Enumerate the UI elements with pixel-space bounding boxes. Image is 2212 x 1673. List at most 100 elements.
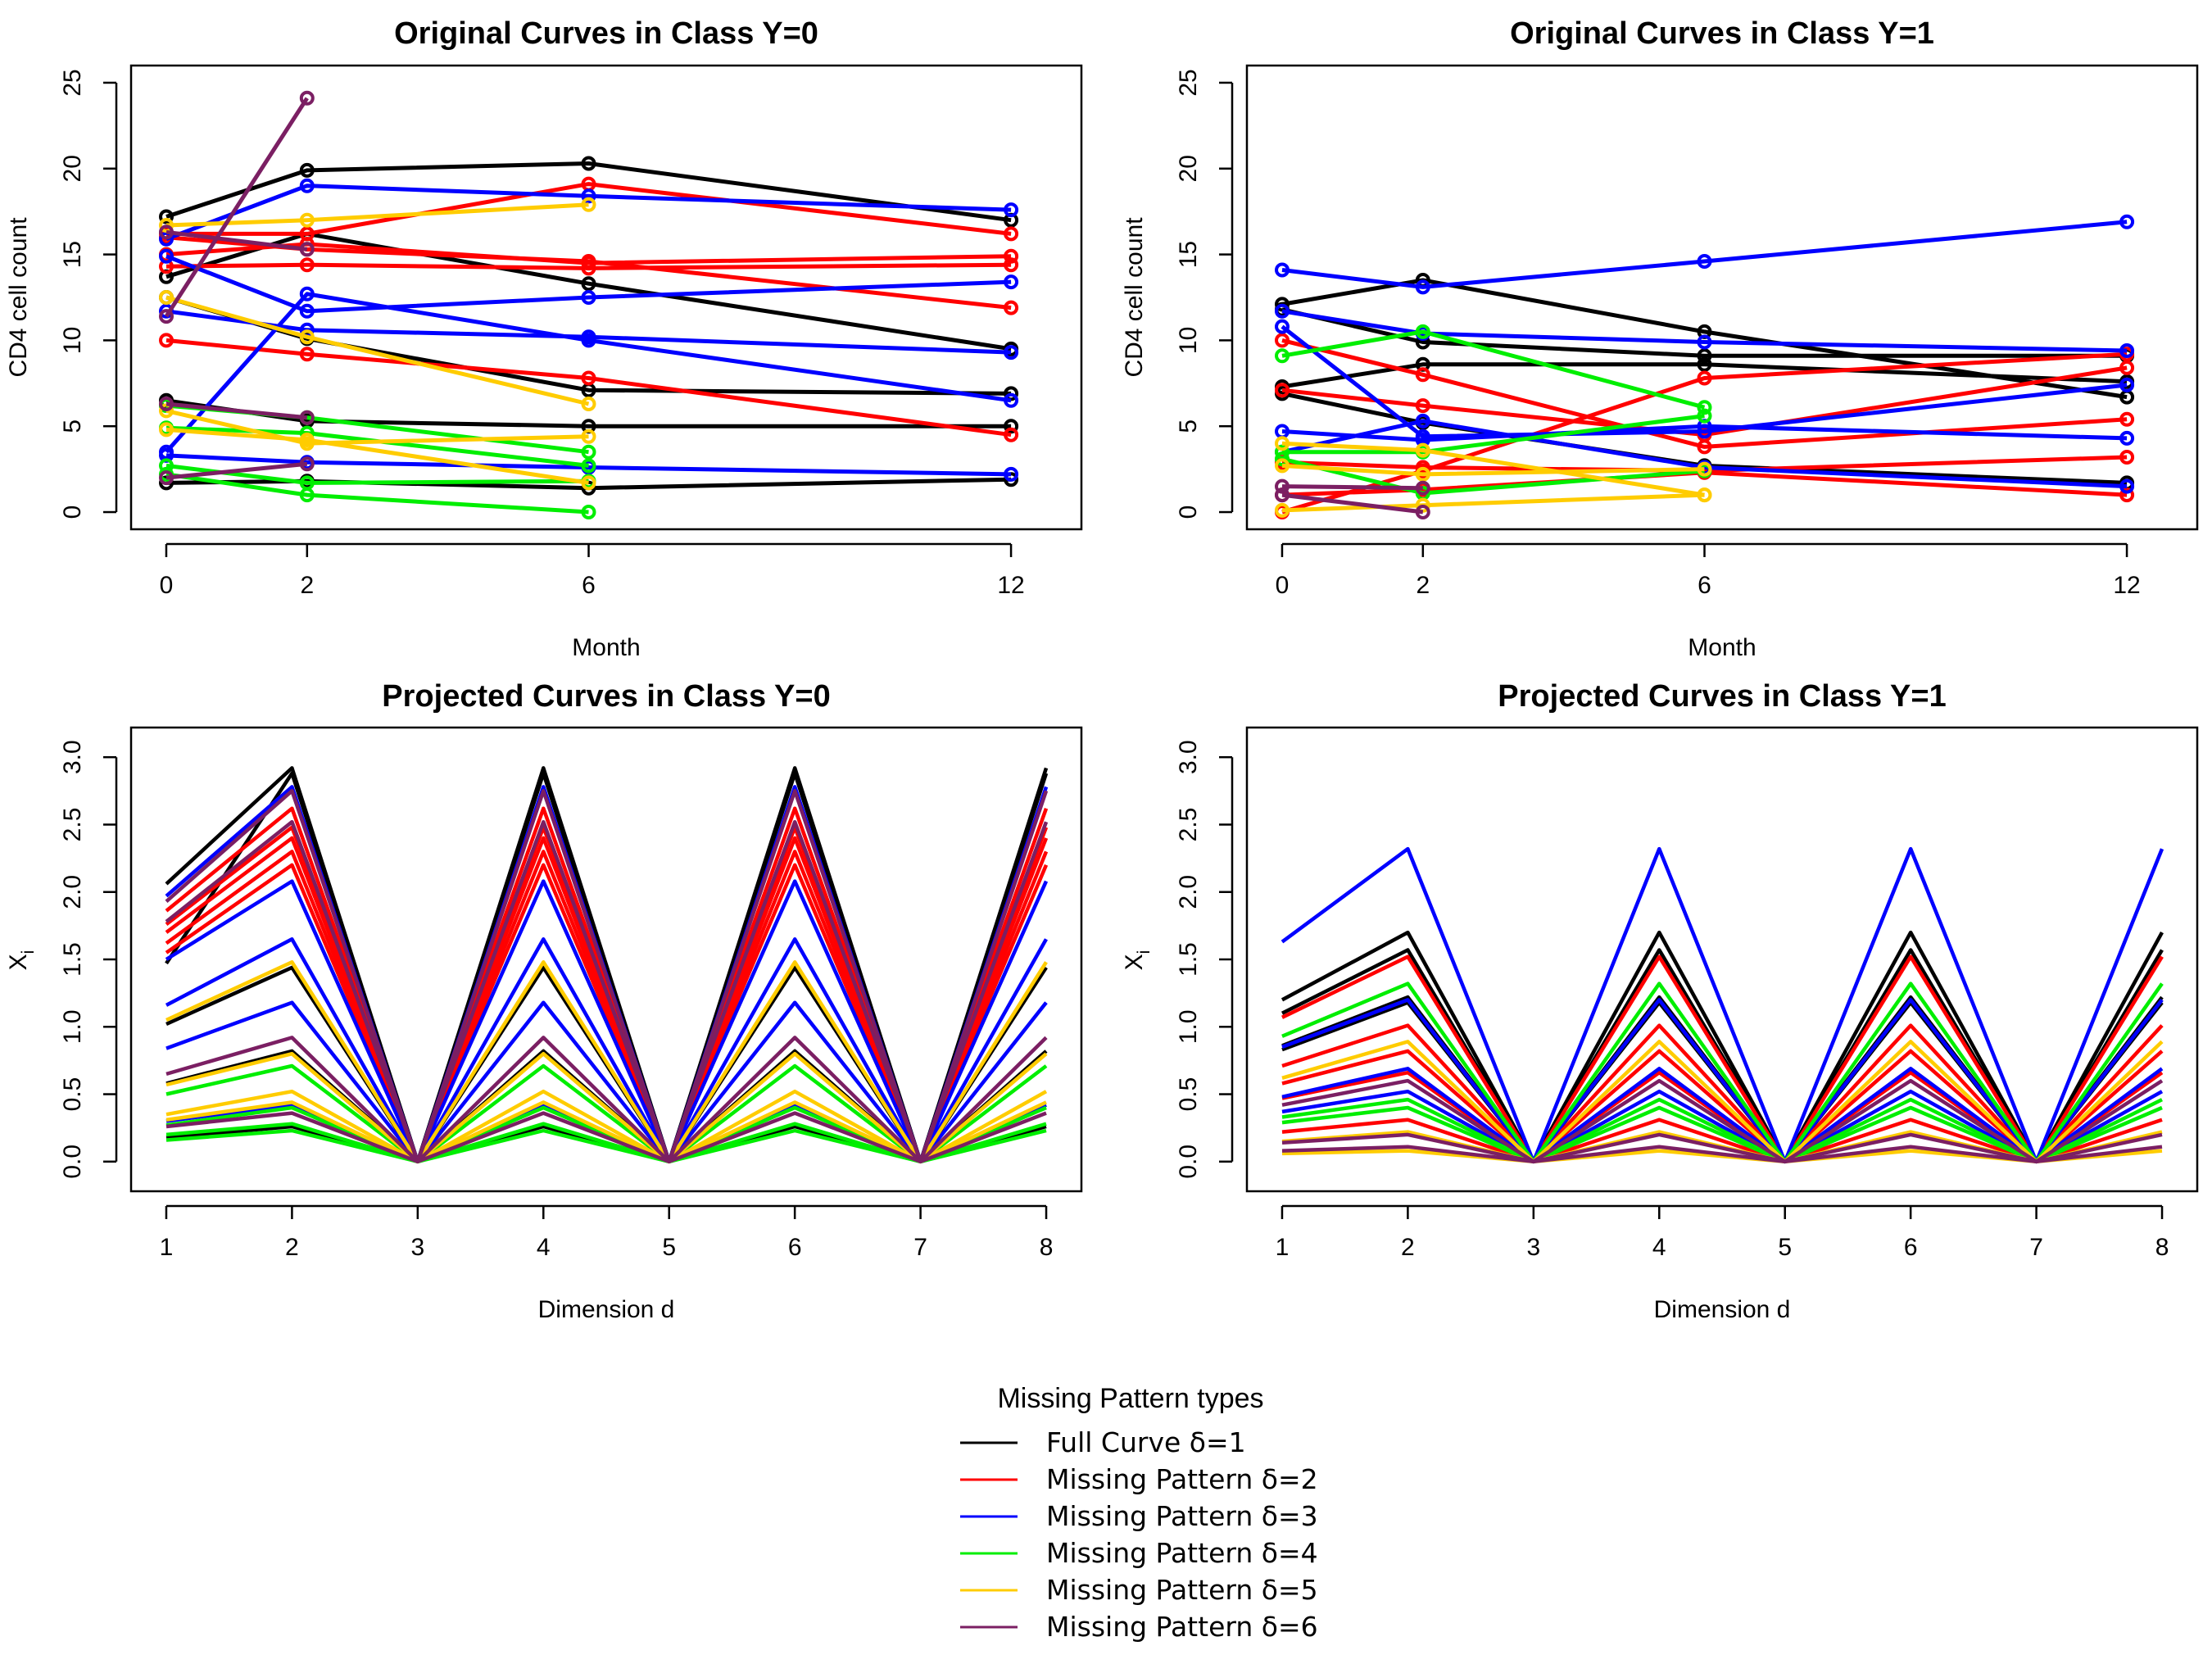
- x-tick-label: 7: [2029, 1234, 2043, 1261]
- x-tick-label: 0: [1276, 572, 1290, 599]
- y-tick-label: 10: [59, 327, 86, 354]
- series-line-pattern-1: [165, 161, 1012, 223]
- series-line-pattern-5: [165, 295, 590, 406]
- data-point: [1697, 461, 1712, 477]
- series-line-pattern-6: [164, 97, 309, 318]
- data-point: [581, 370, 596, 386]
- panel-projected-class-1: Projected Curves in Class Y=1 1 2 3 4 5 6 7 8 0.…: [1121, 679, 2199, 1323]
- y-tick-label: 2.5: [59, 808, 86, 842]
- series-line-pattern-3: [165, 1000, 1048, 1164]
- x-tick-label: 3: [410, 1234, 424, 1261]
- y-tick-label: 0: [59, 506, 86, 519]
- data-point: [581, 333, 596, 348]
- data-point: [299, 433, 315, 447]
- data-point: [2119, 411, 2135, 427]
- legend: Missing Pattern types Full Curve δ=1 Miss…: [960, 1383, 1318, 1643]
- y-tick-label: 0.0: [1175, 1145, 1202, 1179]
- panel-original-class-0: Original Curves in Class Y=0 0 2 6 12 0 5 10 15…: [5, 16, 1083, 661]
- y-tick-label: 0: [1175, 506, 1202, 519]
- data-point: [1275, 458, 1290, 474]
- data-point: [1004, 274, 1019, 290]
- data-point: [1275, 502, 1290, 518]
- y-tick-label: 1.0: [1175, 1009, 1202, 1044]
- data-point: [1275, 262, 1290, 278]
- series-line-pattern-2: [1281, 1023, 2164, 1164]
- series-line-pattern-3: [165, 184, 1012, 242]
- y-tick-label: 2.0: [1175, 875, 1202, 909]
- x-tick-label: 4: [537, 1234, 551, 1261]
- x-tick-label: 2: [1416, 572, 1430, 599]
- y-tick-label: 10: [1175, 327, 1202, 354]
- data-point: [2119, 478, 2135, 494]
- data-point: [299, 162, 315, 178]
- data-point: [299, 456, 315, 472]
- y-tick-label: 25: [59, 69, 86, 96]
- panel-projected-class-0: Projected Curves in Class Y=0 1 2 3 4 5 6 7 8 0.…: [5, 679, 1083, 1323]
- series-line-pattern-4: [165, 1128, 1047, 1164]
- data-point: [299, 90, 315, 106]
- y-tick-label: 3.0: [1175, 740, 1202, 774]
- data-point: [299, 242, 315, 257]
- x-tick-label: 2: [285, 1234, 299, 1261]
- x-tick-label: 3: [1526, 1234, 1540, 1261]
- series-line-pattern-2: [1281, 365, 2128, 438]
- data-point: [159, 470, 174, 486]
- y-tick-label: 1.5: [1175, 942, 1202, 977]
- series-line-pattern-2: [1281, 954, 2164, 1164]
- data-point: [581, 290, 596, 305]
- x-tick-label: 12: [2113, 572, 2140, 599]
- data-point: [1415, 413, 1430, 428]
- y-tick-label: 0.0: [59, 1145, 86, 1179]
- panel-original-class-1: Original Curves in Class Y=1 0 2 6 12 0 5 10 15…: [1121, 16, 2199, 661]
- data-point: [1275, 444, 1290, 460]
- data-point: [581, 505, 596, 519]
- y-tick-label: 25: [1175, 69, 1202, 96]
- legend-label: Missing Pattern δ=5: [1046, 1574, 1318, 1606]
- legend-title: Missing Pattern types: [997, 1383, 1263, 1414]
- data-point: [1275, 303, 1290, 319]
- data-point: [581, 197, 596, 212]
- series-line-pattern-6: [165, 401, 308, 420]
- x-tick-label: 6: [1904, 1234, 1918, 1261]
- data-point: [2119, 214, 2135, 229]
- legend-label: Full Curve δ=1: [1046, 1426, 1246, 1458]
- series-line-pattern-1: [1281, 362, 2128, 389]
- y-tick-label: 2.5: [1175, 808, 1202, 842]
- data-point: [299, 347, 315, 362]
- x-tick-label: 0: [160, 572, 174, 599]
- x-axis-label: Month: [1688, 634, 1756, 661]
- data-point: [1415, 466, 1430, 482]
- data-point: [1697, 334, 1712, 350]
- data-point: [1004, 419, 1019, 434]
- data-point: [1275, 436, 1290, 451]
- series-line-pattern-3: [165, 292, 1012, 454]
- x-tick-label: 12: [997, 572, 1024, 599]
- y-tick-label: 5: [59, 419, 86, 433]
- chart-title: Projected Curves in Class Y=0: [382, 679, 830, 714]
- series-line-pattern-2: [165, 262, 1012, 270]
- data-point: [1275, 319, 1290, 334]
- data-point: [159, 333, 174, 348]
- data-point: [1697, 400, 1712, 415]
- data-point: [1697, 487, 1712, 503]
- data-point: [1004, 427, 1019, 442]
- data-point: [1275, 451, 1290, 467]
- data-point: [1697, 408, 1712, 424]
- series-line-pattern-5: [1281, 463, 1705, 477]
- series-line-pattern-6: [165, 819, 1049, 1164]
- y-tick-label: 20: [1175, 155, 1202, 182]
- x-tick-label: 5: [662, 1234, 676, 1261]
- series-line-pattern-3: [1281, 220, 2128, 289]
- data-point: [1415, 398, 1430, 414]
- data-point: [2119, 360, 2135, 375]
- data-point: [1004, 466, 1019, 482]
- plot-frame: [1245, 64, 2199, 531]
- data-point: [299, 303, 315, 319]
- series-line-pattern-5: [165, 427, 589, 485]
- series-line-pattern-2: [1281, 455, 2128, 474]
- x-axis-label: Dimension d: [1654, 1296, 1791, 1323]
- series-line-pattern-5: [165, 408, 589, 446]
- data-point: [1697, 254, 1712, 269]
- y-tick-label: 2.0: [59, 875, 86, 909]
- series-line-pattern-3: [165, 879, 1049, 1164]
